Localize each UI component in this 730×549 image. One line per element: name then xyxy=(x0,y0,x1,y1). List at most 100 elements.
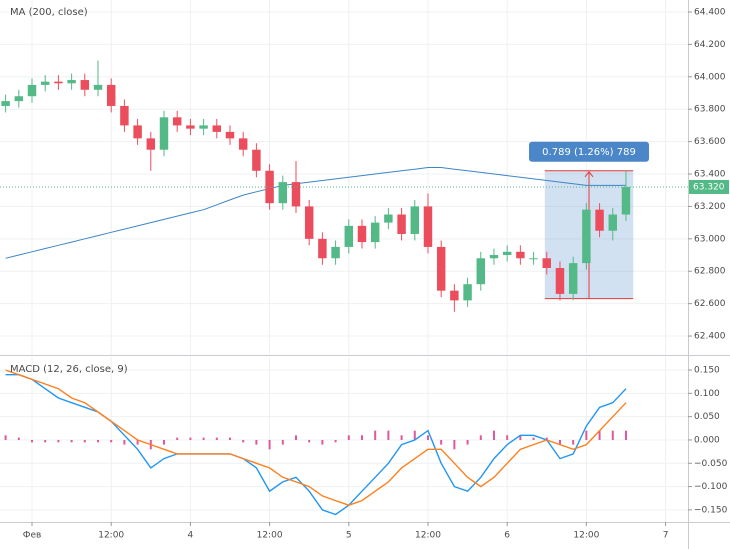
y-tick-label: 63.000 xyxy=(694,234,726,244)
histogram-bar xyxy=(215,437,218,440)
histogram-bar xyxy=(413,430,416,440)
histogram-bar xyxy=(360,435,363,440)
y-tick-label: 0.150 xyxy=(694,366,720,376)
main-legend: MA (200, close) xyxy=(10,7,88,18)
histogram-bar xyxy=(176,437,179,440)
histogram-bar xyxy=(334,439,337,443)
candle-body xyxy=(489,255,499,259)
y-tick-label: 62.400 xyxy=(694,332,726,342)
histogram-bar xyxy=(466,439,469,445)
candle-body xyxy=(186,125,195,129)
x-tick-label: 12:00 xyxy=(415,531,441,541)
measure-label-bg xyxy=(529,141,650,162)
histogram-bar xyxy=(519,435,522,440)
histogram-bar xyxy=(255,439,258,445)
x-tick-label: Фев xyxy=(23,531,42,541)
histogram-bar xyxy=(624,430,627,440)
candle-body xyxy=(476,258,485,285)
candle-body xyxy=(172,117,182,126)
candle-body xyxy=(370,222,380,243)
measure-arrowhead xyxy=(584,170,594,178)
candle-body xyxy=(14,96,24,102)
histogram-bar xyxy=(374,430,377,440)
y-tick-label: 63.400 xyxy=(694,170,726,180)
x-tick-label: 4 xyxy=(188,531,194,541)
candle-body xyxy=(80,80,90,90)
y-tick-label: 64.400 xyxy=(694,7,726,17)
histogram-bar xyxy=(506,435,509,440)
candle-body xyxy=(621,186,631,215)
candle-body xyxy=(133,125,142,139)
candle-body xyxy=(225,131,235,139)
candle-body xyxy=(318,238,327,259)
histogram-bar xyxy=(228,437,231,440)
candle-body xyxy=(40,81,50,85)
candle-body xyxy=(252,149,261,171)
candle-body xyxy=(529,258,538,260)
histogram-bar xyxy=(479,435,482,440)
last-price-label: 63.320 xyxy=(693,182,725,192)
candle-body xyxy=(27,84,37,97)
histogram-bar xyxy=(532,437,535,440)
y-tick-label: −0.050 xyxy=(694,459,728,469)
histogram-bar xyxy=(558,439,561,445)
candle-body xyxy=(1,101,10,106)
histogram-bar xyxy=(202,437,205,440)
x-tick-label: 12:00 xyxy=(98,531,124,541)
y-tick-label: 63.600 xyxy=(694,137,726,147)
candle-body xyxy=(344,225,354,247)
y-tick-label: −0.150 xyxy=(694,505,728,515)
y-tick-label: 63.200 xyxy=(694,202,726,212)
candle-body xyxy=(410,206,420,234)
moving-average xyxy=(5,167,626,259)
candle-body xyxy=(502,251,512,256)
histogram-bar xyxy=(321,439,324,445)
y-tick-label: −0.100 xyxy=(694,482,728,492)
y-tick-label: 63.800 xyxy=(694,105,726,115)
histogram-bar xyxy=(110,439,113,443)
candle-body xyxy=(159,117,169,150)
x-tick-label: 5 xyxy=(346,531,352,541)
histogram-bar xyxy=(545,437,548,440)
histogram-bar xyxy=(123,439,126,445)
macd-legend: MACD (12, 26, close, 9) xyxy=(10,364,128,375)
candle-body xyxy=(516,251,525,259)
candle-body xyxy=(212,125,222,132)
histogram-bar xyxy=(611,430,614,440)
candle-body xyxy=(450,290,459,301)
candle-body xyxy=(93,84,103,90)
histogram-bar xyxy=(97,439,100,443)
histogram-bar xyxy=(598,430,601,440)
candle-body xyxy=(291,182,301,207)
histogram-bar xyxy=(17,437,20,440)
candle-body xyxy=(397,214,406,234)
histogram-bar xyxy=(308,439,311,443)
histogram-bar xyxy=(83,439,86,443)
candle-body xyxy=(384,214,393,223)
x-tick-label: 12:00 xyxy=(573,531,599,541)
last-price-tag xyxy=(689,179,729,194)
histogram-bar xyxy=(281,439,284,445)
candle-body xyxy=(595,209,604,231)
histogram-bar xyxy=(426,435,429,440)
candle-body xyxy=(608,214,617,231)
candle-body xyxy=(54,81,63,84)
histogram-bar xyxy=(4,435,7,440)
histogram-bar xyxy=(70,439,73,443)
histogram-bar xyxy=(572,439,575,445)
measure-label: 0.789 (1.26%) 789 xyxy=(542,147,636,158)
x-tick-label: 6 xyxy=(504,531,510,541)
histogram-bar xyxy=(400,435,403,440)
candle-body xyxy=(331,246,340,259)
x-tick-label: 7 xyxy=(663,531,669,541)
histogram-bar xyxy=(189,437,192,440)
candle-body xyxy=(568,263,578,294)
candle-body xyxy=(67,80,76,84)
histogram-bar xyxy=(136,439,139,445)
histogram-bar xyxy=(492,430,495,440)
y-tick-label: 62.600 xyxy=(694,299,726,309)
candle-body xyxy=(304,206,314,239)
histogram-bar xyxy=(347,435,350,440)
